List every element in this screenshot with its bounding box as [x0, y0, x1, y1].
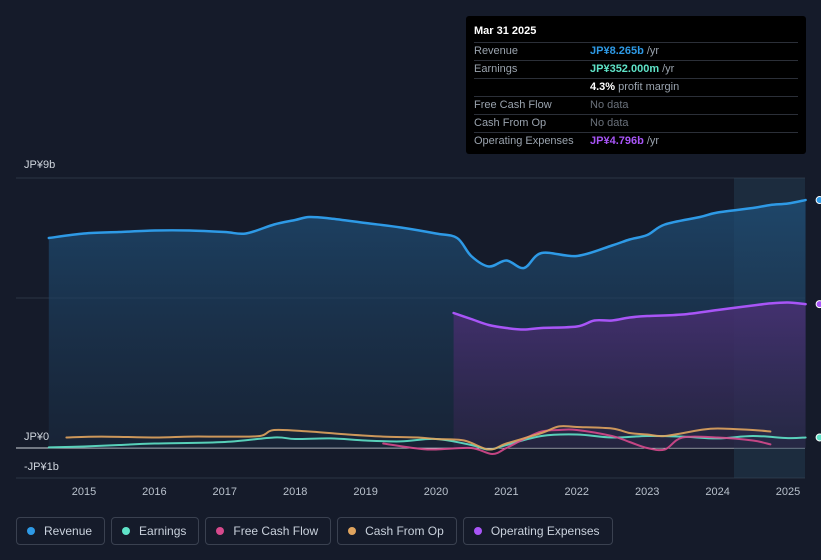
cash-from-op-line — [65, 425, 772, 451]
x-tick-label: 2017 — [213, 486, 237, 498]
tooltip-unit: /yr — [662, 63, 675, 75]
legend-dot-icon — [216, 527, 225, 535]
earnings-end-marker — [815, 433, 821, 442]
x-tick-label: 2016 — [142, 486, 166, 498]
tooltip-value: JP¥8.265b — [590, 45, 644, 57]
legend-label: Revenue — [44, 524, 93, 538]
x-tick-label: 2023 — [635, 486, 659, 498]
x-tick-label: 2022 — [565, 486, 589, 498]
operating-expenses-line — [452, 301, 807, 331]
y-tick-label: JP¥0 — [24, 431, 49, 443]
x-tick-label: 2021 — [494, 486, 518, 498]
x-tick-label: 2020 — [424, 486, 448, 498]
legend-label: Earnings — [139, 524, 187, 538]
tooltip-label: Earnings — [474, 63, 518, 75]
x-tick-label: 2025 — [776, 486, 800, 498]
legend-dot-icon — [122, 527, 131, 535]
legend: Revenue Earnings Free Cash Flow Cash Fro… — [16, 517, 613, 545]
tooltip-unit: profit margin — [618, 81, 680, 93]
tooltip-row-earnings: Earnings JP¥352.000m /yr — [474, 61, 798, 79]
x-tick-label: 2015 — [72, 486, 96, 498]
tooltip-panel: Mar 31 2025 Revenue JP¥8.265b /yr Earnin… — [466, 16, 806, 154]
tooltip-row-fcf: Free Cash Flow No data — [474, 97, 798, 115]
y-tick-label: -JP¥1b — [24, 461, 59, 473]
tooltip-date: Mar 31 2025 — [474, 24, 798, 43]
y-axis-labels: JP¥9b JP¥0 -JP¥1b — [24, 159, 59, 473]
legend-item-operating-expenses[interactable]: Operating Expenses — [462, 517, 613, 545]
tooltip-margin-value: 4.3% — [590, 81, 616, 93]
legend-dot-icon — [27, 527, 35, 535]
x-tick-label: 2019 — [353, 486, 377, 498]
x-tick-label: 2024 — [705, 486, 729, 498]
legend-label: Free Cash Flow — [233, 524, 319, 538]
operating-expenses-end-marker — [815, 300, 821, 309]
legend-label: Operating Expenses — [490, 524, 600, 538]
tooltip-row-cfo: Cash From Op No data — [474, 115, 798, 133]
legend-dot-icon — [473, 527, 482, 535]
legend-item-revenue[interactable]: Revenue — [16, 517, 106, 545]
legend-item-cash-from-op[interactable]: Cash From Op — [337, 517, 457, 545]
series-lines — [47, 198, 807, 455]
revenue-line — [47, 198, 807, 270]
tooltip-unit: /yr — [646, 45, 660, 57]
tooltip-value: JP¥4.796b — [590, 135, 644, 147]
tooltip-row-revenue: Revenue JP¥8.265b /yr — [474, 43, 798, 61]
x-tick-label: 2018 — [283, 486, 307, 498]
tooltip-label: Revenue — [474, 45, 519, 57]
tooltip-label — [474, 79, 590, 96]
series-end-markers — [815, 196, 821, 442]
tooltip-unit: /yr — [646, 135, 660, 147]
tooltip-label: Free Cash Flow — [474, 99, 552, 111]
legend-label: Cash From Op — [365, 524, 444, 538]
tooltip-label: Operating Expenses — [474, 135, 574, 147]
legend-item-earnings[interactable]: Earnings — [111, 517, 200, 545]
tooltip-value: No data — [590, 99, 629, 111]
legend-item-free-cash-flow[interactable]: Free Cash Flow — [205, 517, 332, 545]
operating-expenses-area — [453, 302, 806, 448]
free-cash-flow-line — [382, 428, 772, 455]
tooltip-label: Cash From Op — [474, 117, 547, 129]
x-axis-labels: 2015 2016 2017 2018 2019 2020 2021 2022 2023 2024… — [72, 486, 800, 498]
series-areas — [48, 200, 806, 448]
tooltip-row-opex: Operating Expenses JP¥4.796b /yr — [474, 133, 798, 150]
revenue-end-marker — [815, 196, 821, 205]
tooltip-row-margin: 4.3% profit margin — [474, 79, 798, 97]
y-tick-label: JP¥9b — [24, 159, 55, 171]
tooltip-value: No data — [590, 117, 629, 129]
legend-dot-icon — [348, 527, 357, 535]
tooltip-value: JP¥352.000m — [590, 63, 660, 75]
